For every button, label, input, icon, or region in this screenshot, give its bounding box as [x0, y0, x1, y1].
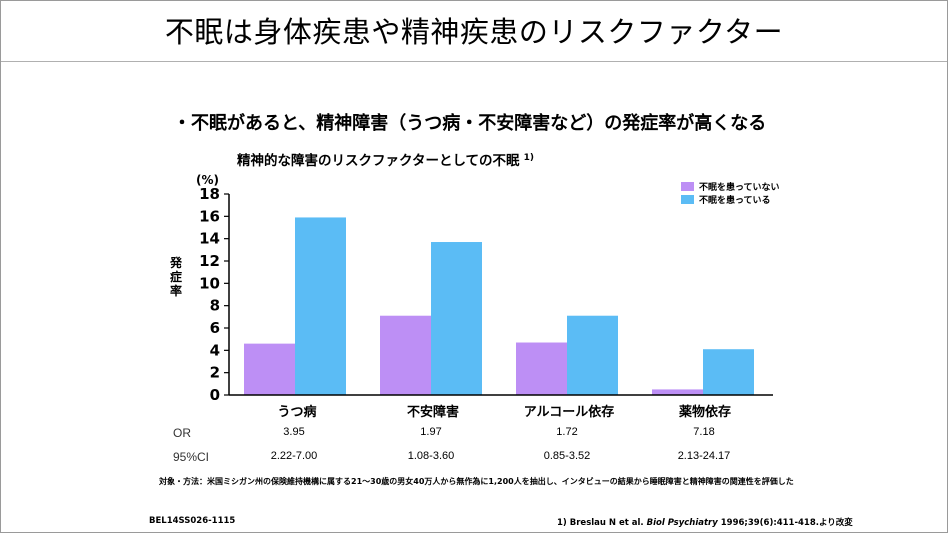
ci-value: 2.22-7.00: [270, 450, 318, 462]
x-tick-label: 薬物依存: [678, 404, 731, 420]
y-tick-label: 16: [199, 207, 220, 225]
ci-value: 0.85-3.52: [543, 450, 591, 462]
y-tick-label: 2: [210, 364, 220, 382]
y-axis-label-char: 率: [169, 284, 182, 298]
document-code: BEL14SS026-1115: [149, 516, 236, 526]
y-tick-label: 8: [210, 297, 220, 315]
y-tick-label: 14: [199, 230, 220, 248]
y-tick-label: 0: [210, 386, 220, 404]
y-tick-label: 6: [210, 319, 220, 337]
or-row: OR 3.95 1.97 1.72 7.18: [173, 426, 813, 450]
reference-journal: Biol Psychiatry: [646, 518, 718, 528]
or-value: 1.97: [420, 426, 442, 438]
stats-table: OR 3.95 1.97 1.72 7.18 95%CI 2.22-7.00 1…: [173, 426, 813, 474]
y-axis-label-char: 発: [169, 256, 182, 270]
legend-swatch: [681, 195, 694, 204]
bar: [431, 242, 482, 395]
legend-label: 不眠を患っている: [699, 196, 771, 206]
chart-title-text: 精神的な障害のリスクファクターとしての不眠: [237, 153, 520, 169]
ci-value: 2.13-24.17: [677, 450, 731, 462]
x-tick-label: アルコール依存: [524, 404, 615, 420]
or-value: 3.95: [283, 426, 305, 438]
method-note: 対象・方法：米国ミシガン州の保険維持機構に属する21～30歳の男女40万人から無…: [159, 477, 794, 486]
y-tick-label: 10: [199, 274, 220, 292]
chart-title: 精神的な障害のリスクファクターとしての不眠 1): [237, 149, 534, 170]
x-tick-label: 不安障害: [407, 404, 459, 420]
or-label: OR: [173, 426, 191, 440]
or-value: 1.72: [556, 426, 578, 438]
y-tick-label: 4: [210, 341, 220, 359]
title-divider: [1, 61, 947, 62]
chart-title-ref: 1): [523, 152, 534, 163]
ci-row: 95%CI 2.22-7.00 1.08-3.60 0.85-3.52 2.13…: [173, 450, 813, 474]
ci-value: 1.08-3.60: [407, 450, 455, 462]
y-axis-label: 発 症 率: [169, 256, 183, 298]
bar: [567, 315, 618, 395]
y-tick-label: 12: [199, 252, 220, 270]
x-tick-label: うつ病: [277, 404, 316, 420]
bar: [295, 217, 346, 395]
y-tick-label: 18: [199, 185, 220, 203]
bar: [380, 315, 431, 395]
y-axis-unit: (%): [196, 173, 219, 187]
bar: [703, 349, 754, 395]
legend-swatch: [681, 182, 694, 191]
ci-label: 95%CI: [173, 450, 210, 464]
legend-entry: 不眠を患っていない: [681, 180, 780, 193]
bar: [652, 389, 703, 395]
bullet-point: ・不眠があると、精神障害（うつ病・不安障害など）の発症率が高くなる: [173, 113, 767, 134]
chart-legend: 不眠を患っていない 不眠を患っている: [681, 180, 780, 206]
slide-title: 不眠は身体疾患や精神疾患のリスクファクター: [164, 15, 784, 49]
legend-label: 不眠を患っていない: [699, 183, 780, 193]
reference: 1) Breslau N et al. Biol Psychiatry 1996…: [557, 516, 853, 528]
reference-suffix: 1996;39(6):411-418.より改変: [717, 518, 853, 528]
legend-entry: 不眠を患っている: [681, 193, 780, 206]
bar: [516, 342, 567, 395]
reference-prefix: 1) Breslau N et al.: [557, 518, 647, 528]
bar: [244, 343, 295, 395]
or-value: 7.18: [693, 426, 715, 438]
y-axis-label-char: 症: [169, 270, 182, 284]
